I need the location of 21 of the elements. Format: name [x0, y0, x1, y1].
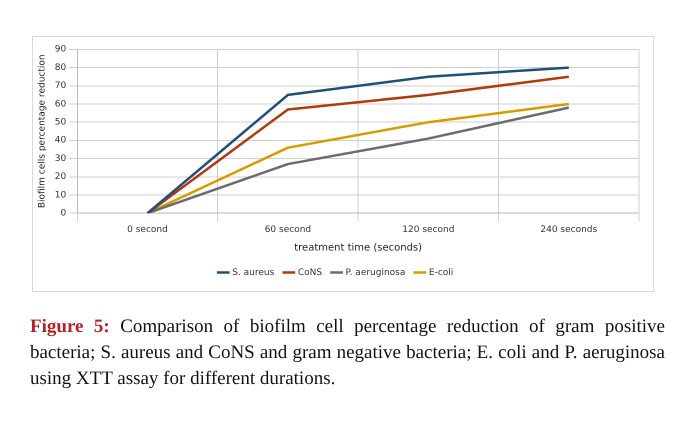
legend-label: CoNS [298, 268, 322, 278]
x-tick-label: 240 seconds [540, 224, 598, 235]
y-tick-label: 40 [54, 136, 67, 146]
y-tick-label: 10 [54, 190, 67, 200]
legend-label: S. aureus [232, 268, 275, 278]
legend-label: E-coli [428, 268, 454, 278]
y-tick-label: 50 [54, 118, 67, 128]
y-tick-label: 0 [60, 208, 67, 219]
x-tick-label: 120 second [402, 224, 454, 235]
legend-label: P. aeruginosa [346, 268, 406, 278]
caption: Figure 5: Comparison of biofilm cell percentage reduction of gram positive bacteria; S. aureus and CoNS and gram negative bacteria; E. coli and P. aeruginosa using XTT assay for different durations. [30, 315, 665, 391]
y-tick-label: 20 [54, 172, 67, 182]
y-tick-label: 60 [54, 99, 67, 110]
x-tick-label: 0 second [127, 224, 168, 235]
y-tick-label: 80 [54, 62, 67, 73]
y-axis-title: Biofilm cells percentage reduction [38, 54, 48, 208]
x-axis-title: treatment time (seconds) [294, 242, 422, 254]
y-tick-label: 70 [54, 81, 67, 92]
y-tick-label: 90 [54, 44, 67, 55]
y-tick-label: 30 [54, 154, 67, 164]
x-tick-label: 60 second [264, 224, 312, 235]
